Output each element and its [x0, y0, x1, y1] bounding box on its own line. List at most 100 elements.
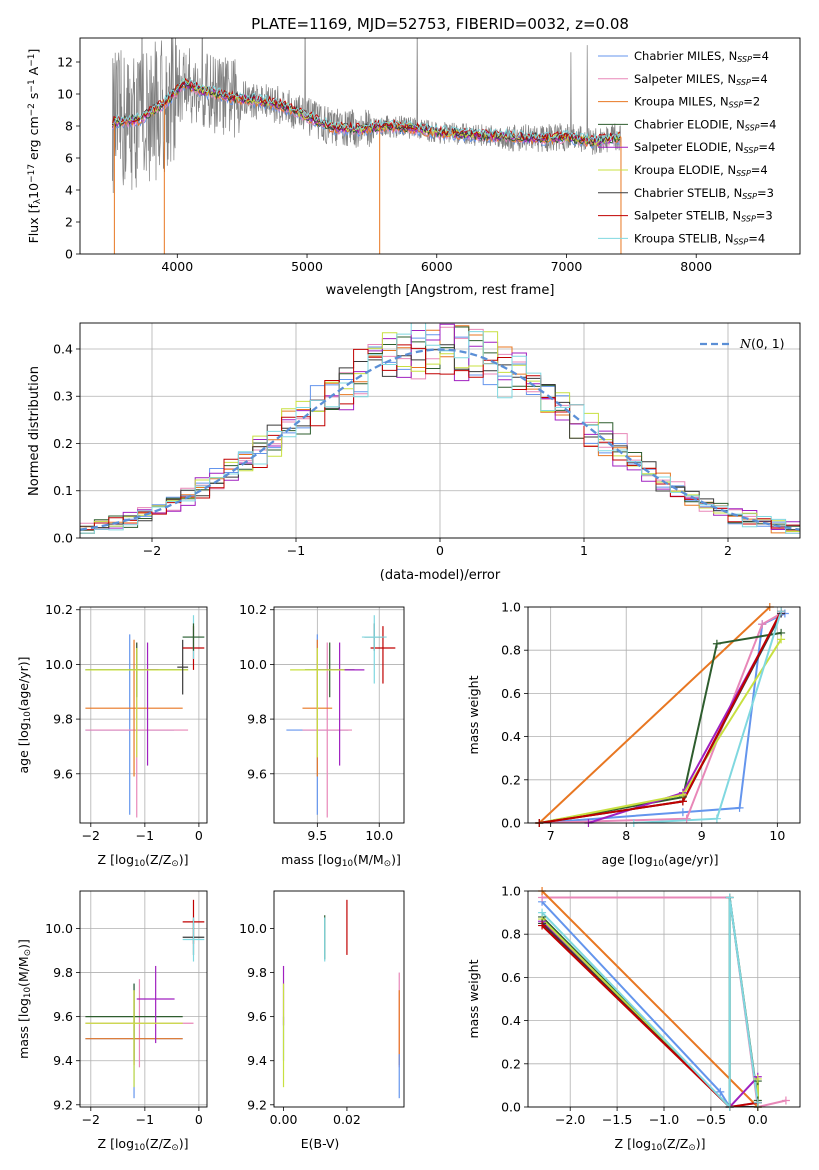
- y-tick-label: 6: [65, 151, 73, 166]
- y-tick-label: 10.0: [45, 657, 73, 672]
- y-tick-label: 0.8: [501, 927, 521, 942]
- weight-point-marker: [538, 908, 547, 917]
- y-tick-label: 9.8: [247, 712, 267, 727]
- weight-line-6: [541, 922, 758, 1107]
- x-axis-label: Z [log10(Z/Z⊙)]: [98, 852, 189, 869]
- x-tick-label: −1: [136, 1112, 154, 1127]
- gaussian-curve: [80, 348, 800, 531]
- plot-area: [85, 615, 205, 818]
- histogram-5: [80, 331, 800, 534]
- x-tick-label: 8: [622, 828, 630, 843]
- chart-age_vs_Z: −2 −1 0 9.6 9.8 10.0 10.2 Z [log10(Z/Z⊙)] age [l…: [16, 602, 208, 869]
- x-tick-label: 4000: [161, 259, 193, 274]
- plot-area: [286, 615, 396, 818]
- y-tick-label: 10.0: [45, 921, 73, 936]
- weight-point-marker: [538, 921, 547, 930]
- model-line-7: [111, 77, 621, 144]
- weight-line-0: [541, 901, 758, 1107]
- y-tick-label: 9.2: [53, 1097, 73, 1112]
- plot-area: [111, 38, 622, 254]
- weight-point-marker: [777, 635, 786, 644]
- weight-point-marker: [712, 814, 721, 823]
- x-tick-label: −2.0: [555, 1112, 585, 1127]
- plot-area: [541, 891, 787, 1107]
- legend-label-7: Salpeter STELIB, NSSP=3: [634, 209, 773, 224]
- y-tick-label: 0.2: [53, 436, 73, 451]
- x-tick-label: 7000: [551, 259, 583, 274]
- y-tick-label: 0.2: [501, 772, 521, 787]
- y-tick-label: 0.0: [501, 816, 521, 831]
- y-tick-label: 4: [65, 183, 73, 198]
- weight-point-marker: [753, 1074, 762, 1083]
- y-tick-label: 0.3: [53, 389, 73, 404]
- y-tick-label: 9.4: [247, 1053, 267, 1068]
- x-tick-label: 0.00: [270, 1112, 298, 1127]
- y-tick-label: 9.6: [247, 1009, 267, 1024]
- y-tick-label: 10: [57, 87, 73, 102]
- x-axis-label: E(B-V): [301, 1136, 340, 1151]
- weight-point-marker: [725, 893, 734, 902]
- weight-line-1: [539, 612, 782, 823]
- plot-area: [85, 899, 205, 1099]
- x-tick-label: 9.5: [307, 828, 327, 843]
- y-tick-label: 0: [65, 247, 73, 262]
- model-line-6: [111, 80, 621, 144]
- y-axis-label: mass [log10(M/M⊙)]: [16, 939, 33, 1059]
- weight-point-marker: [678, 797, 687, 806]
- y-tick-label: 9.4: [53, 1053, 73, 1068]
- y-tick-label: 2: [65, 215, 73, 230]
- x-tick-label: −2: [143, 543, 161, 558]
- x-axis-label: Z [log10(Z/Z⊙)]: [615, 1136, 706, 1153]
- x-axis-label: mass [log10(M/M⊙)]: [281, 852, 401, 869]
- x-tick-label: 0: [195, 828, 203, 843]
- x-tick-label: −1: [287, 543, 305, 558]
- legend-label-2: Kroupa MILES, NSSP=2: [634, 95, 760, 110]
- y-tick-label: 0.4: [501, 1013, 521, 1028]
- x-tick-label: 5000: [291, 259, 323, 274]
- x-tick-label: 0.02: [333, 1112, 361, 1127]
- axes-frame: [273, 606, 405, 824]
- x-axis-label: (data-model)/error: [380, 568, 501, 583]
- plot-area: [538, 607, 786, 823]
- x-tick-label: −0.5: [696, 1112, 726, 1127]
- chart-weight_vs_Z: −2.0 −1.5 −1.0 −0.5 0.0 0.0 0.2 0.4 0.6 0.8 1.0 Z […: [466, 884, 801, 1153]
- legend-label-6: Chabrier STELIB, NSSP=3: [634, 186, 774, 201]
- x-axis-label: wavelength [Angstrom, rest frame]: [326, 283, 555, 298]
- y-tick-label: 0.0: [53, 531, 73, 546]
- y-axis-label: Normed distribution: [27, 366, 42, 496]
- y-tick-label: 9.8: [53, 965, 73, 980]
- y-tick-label: 0.6: [501, 686, 521, 701]
- x-tick-label: −2: [82, 828, 100, 843]
- weight-line-8: [541, 897, 759, 1107]
- weight-point-marker: [678, 808, 687, 817]
- y-tick-label: 12: [57, 55, 73, 70]
- weight-line-6: [539, 613, 782, 823]
- chart-mass_vs_ebv: 0.00 0.02 9.2 9.4 9.6 9.8 10.0 E(B-V): [239, 890, 405, 1151]
- plot-area: [80, 323, 800, 534]
- y-tick-label: 10.0: [239, 657, 267, 672]
- figure-title: PLATE=1169, MJD=52753, FIBERID=0032, z=0…: [251, 15, 629, 33]
- weight-point-marker: [781, 1096, 790, 1105]
- weight-point-marker: [712, 639, 721, 648]
- plot-area: [282, 899, 400, 1099]
- y-tick-label: 8: [65, 119, 73, 134]
- axes-frame: [273, 890, 405, 1108]
- x-tick-label: 7: [547, 828, 555, 843]
- chart-residuals: −2 −1 0 1 2 0.0 0.1 0.2 0.3 0.4 (data-model)/error…: [27, 322, 801, 583]
- weight-point-marker: [735, 803, 744, 812]
- x-axis-label: age [log10(age/yr)]: [601, 852, 718, 869]
- y-tick-label: 1.0: [501, 600, 521, 615]
- chart-spectrum: 4000 5000 6000 7000 8000 0 2 4 6 8 10 12 wavelength …: [26, 37, 801, 298]
- axes-frame: [79, 322, 801, 539]
- y-tick-label: 10.2: [239, 602, 267, 617]
- axes-frame: [79, 890, 208, 1108]
- x-tick-label: 0.0: [748, 1112, 768, 1127]
- x-tick-label: 6000: [421, 259, 453, 274]
- legend: Chabrier MILES, NSSP=4 Salpeter MILES, NS…: [598, 49, 776, 246]
- legend-label-4: Salpeter ELODIE, NSSP=4: [634, 140, 775, 155]
- model-line-2: [114, 83, 622, 148]
- x-tick-label: −1: [136, 828, 154, 843]
- model-line-8: [112, 77, 621, 144]
- weight-point-marker: [716, 1087, 725, 1096]
- y-axis-label: Flux [fλ10−17 erg cm−2 s−1 A−1]: [26, 49, 43, 244]
